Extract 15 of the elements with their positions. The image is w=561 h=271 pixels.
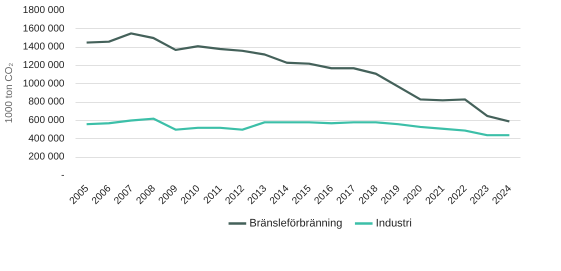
y-tick-label: 1400 000 [22, 42, 65, 53]
legend-label: Industri [376, 218, 412, 230]
y-tick-label: 1200 000 [22, 60, 65, 71]
y-axis-title: 1000 ton CO₂ [4, 62, 15, 124]
line-series [86, 118, 510, 136]
y-tick-label: 1000 000 [22, 78, 65, 90]
y-tick-label: 800 000 [28, 96, 65, 108]
y-tick-label: 400 000 [28, 133, 65, 144]
line-series [86, 32, 510, 123]
y-tick-label: 1600 000 [22, 23, 65, 34]
y-tick-label: 1800 000 [22, 5, 65, 16]
y-tick-label: 600 000 [28, 115, 65, 126]
y-tick-label: 200 000 [28, 152, 65, 163]
legend-label: Bränsleförbränning [249, 218, 342, 230]
y-tick-label: - [61, 170, 65, 181]
